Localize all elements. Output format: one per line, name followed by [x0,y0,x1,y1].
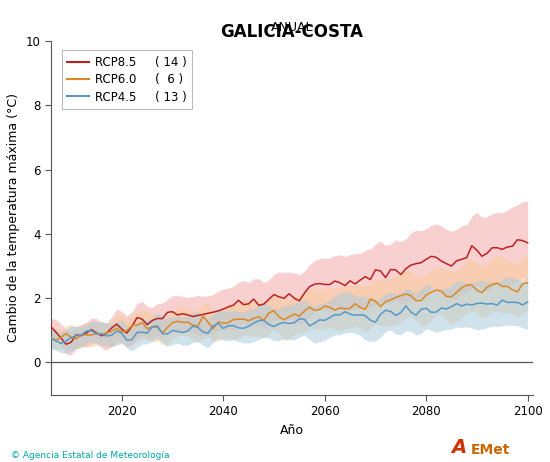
Text: A: A [451,438,466,457]
Y-axis label: Cambio de la temperatura máxima (°C): Cambio de la temperatura máxima (°C) [7,93,20,342]
Text: © Agencia Estatal de Meteorología: © Agencia Estatal de Meteorología [11,451,169,460]
Title: GALICIA-COSTA: GALICIA-COSTA [220,23,363,41]
Text: ANUAL: ANUAL [271,21,313,34]
Text: EMet: EMet [470,444,510,457]
X-axis label: Año: Año [280,424,304,437]
Legend: RCP8.5     ( 14 ), RCP6.0     (  6 ), RCP4.5     ( 13 ): RCP8.5 ( 14 ), RCP6.0 ( 6 ), RCP4.5 ( 13… [62,50,192,109]
